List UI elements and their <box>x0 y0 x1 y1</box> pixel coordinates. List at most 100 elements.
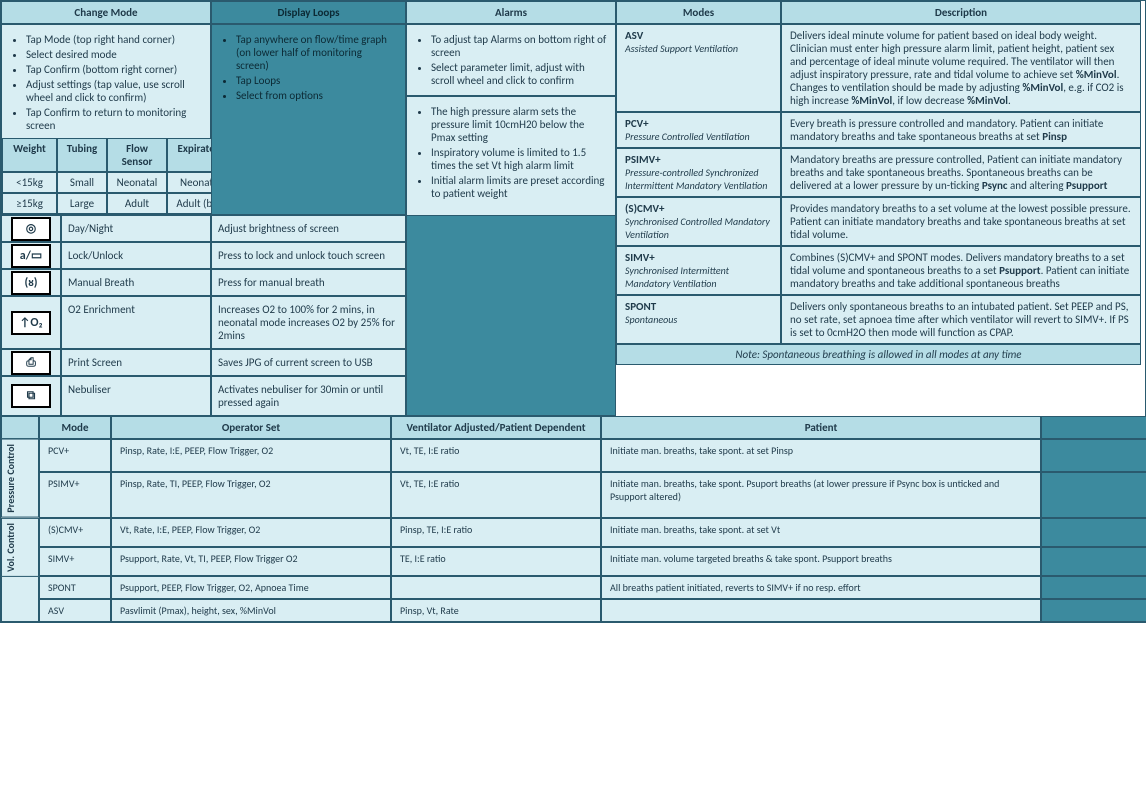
icon-row: a/▭Lock/UnlockPress to lock and unlock t… <box>1 242 406 269</box>
bullet: Select parameter limit, adjust with scro… <box>431 61 607 87</box>
icon-glyph: ◎ <box>11 217 51 241</box>
bot-cell: Vt, TE, I:E ratio <box>391 472 601 518</box>
bot-cell: Psupport, Rate, Vt, TI, PEEP, Flow Trigg… <box>111 547 391 576</box>
mode-title-cell: PCV+Pressure Controlled Ventilation <box>616 112 781 148</box>
bot-pad <box>1041 472 1146 518</box>
icon-glyph: ⎙ <box>11 351 51 375</box>
icon-label: Lock/Unlock <box>61 242 211 269</box>
bot-cell: Pinsp, Rate, TI, PEEP, Flow Trigger, O2 <box>111 472 391 518</box>
bot-cell: Psupport, PEEP, Flow Trigger, O2, Apnoea… <box>111 576 391 599</box>
bot-cell: Pinsp, Rate, I:E, PEEP, Flow Trigger, O2 <box>111 439 391 472</box>
bot-cell: (S)CMV+ <box>39 518 111 547</box>
bot-pad <box>1041 416 1146 439</box>
reference-card: Change Mode Display Loops Alarms Modes D… <box>0 0 1146 623</box>
bot-cell: Initiate man. breaths, take spont. at se… <box>601 518 1041 547</box>
mode-title-cell: PSIMV+Pressure-controlled Synchronized I… <box>616 148 781 197</box>
mode-desc-cell: Every breath is pressure controlled and … <box>781 112 1141 148</box>
icon-row: ⧉ NebuliserActivates nebuliser for 30min … <box>1 376 406 416</box>
icon-row: ◎Day/NightAdjust brightness of screen <box>1 215 406 242</box>
icons-block: ◎Day/NightAdjust brightness of screena/▭… <box>1 215 406 416</box>
alarms-top-cell: To adjust tap Alarms on bottom right of … <box>406 24 616 96</box>
icon-glyph: ↑O₂ <box>11 311 51 335</box>
icon-row: (ᴕ) Manual BreathPress for manual breath <box>1 269 406 296</box>
wt-header: Tubing <box>57 138 107 172</box>
bot-cell: All breaths patient initiated, reverts t… <box>601 576 1041 599</box>
bot-header: Ventilator Adjusted/Patient Dependent <box>391 416 601 439</box>
hdr-change-mode: Change Mode <box>1 1 211 24</box>
hdr-description: Description <box>781 1 1141 24</box>
bullet: Inspiratory volume is limited to 1.5 tim… <box>431 146 607 172</box>
bot-cell: Vt, TE, I:E ratio <box>391 439 601 472</box>
mode-desc-cell: Combines (S)CMV+ and SPONT modes. Delive… <box>781 246 1141 295</box>
icon-desc: Activates nebuliser for 30min or until p… <box>211 376 406 416</box>
bullet: Initial alarm limits are preset accordin… <box>431 174 607 200</box>
bot-cell: Vt, Rate, I:E, PEEP, Flow Trigger, O2 <box>111 518 391 547</box>
bot-cell: Pasvlimit (Pmax), height, sex, %MinVol <box>111 599 391 622</box>
icon-row: ↑O₂O2 EnrichmentIncreases O2 to 100% for… <box>1 296 406 349</box>
wt-cell: <15kg <box>2 172 57 193</box>
icon-desc: Press for manual breath <box>211 269 406 296</box>
bullet: Adjust settings (tap value, use scroll w… <box>26 78 202 104</box>
bot-cell: ASV <box>39 599 111 622</box>
bullet: The high pressure alarm sets the pressur… <box>431 105 607 144</box>
mode-title-cell: SIMV+Synchronised Intermittent Mandatory… <box>616 246 781 295</box>
bot-pad <box>1041 599 1146 622</box>
bot-pad <box>1041 576 1146 599</box>
bot-cell: PSIMV+ <box>39 472 111 518</box>
mode-desc-cell: Delivers ideal minute volume for patient… <box>781 24 1141 112</box>
bot-header: Patient <box>601 416 1041 439</box>
change-mode-cell: Tap Mode (top right hand corner) Select d… <box>1 24 211 215</box>
wt-cell: ≥15kg <box>2 193 57 214</box>
bot-cell: Initiate man. volume targeted breaths & … <box>601 547 1041 576</box>
icon-glyph: ⧉ <box>11 384 51 408</box>
wt-cell: Neonatal <box>107 172 167 193</box>
wt-header: Flow Sensor <box>107 138 167 172</box>
bullet: Tap Confirm (bottom right corner) <box>26 63 202 76</box>
icon-label: Print Screen <box>61 349 211 376</box>
bot-header: Mode <box>39 416 111 439</box>
bot-cell: PCV+ <box>39 439 111 472</box>
bot-pad <box>1041 547 1146 576</box>
filler-dark <box>406 215 616 416</box>
wt-header: Weight <box>2 138 57 172</box>
icon-cell: ⧉ <box>1 376 61 416</box>
hdr-modes: Modes <box>616 1 781 24</box>
bullet: To adjust tap Alarms on bottom right of … <box>431 33 607 59</box>
bot-pad <box>1041 518 1146 547</box>
modes-block: ASVAssisted Support VentilationDelivers … <box>616 24 1141 416</box>
bot-cell: SPONT <box>39 576 111 599</box>
icon-desc: Saves JPG of current screen to USB <box>211 349 406 376</box>
wt-cell: Large <box>57 193 107 214</box>
icon-cell: ⎙ <box>1 349 61 376</box>
hdr-display-loops: Display Loops <box>211 1 406 24</box>
icon-glyph: (ᴕ) <box>11 271 51 295</box>
bullet: Select desired mode <box>26 48 202 61</box>
bullet: Tap anywhere on flow/time graph (on lowe… <box>236 33 397 72</box>
bullet: Tap Mode (top right hand corner) <box>26 33 202 46</box>
weight-table: WeightTubingFlow SensorExpiratory Valve<… <box>2 138 210 214</box>
icon-cell: ↑O₂ <box>1 296 61 349</box>
wt-cell: Small <box>57 172 107 193</box>
bot-cell: Initiate man. breaths, take spont. at se… <box>601 439 1041 472</box>
bot-cell: Pinsp, Vt, Rate <box>391 599 601 622</box>
icon-cell: (ᴕ) <box>1 269 61 296</box>
display-loops-cell: Tap anywhere on flow/time graph (on lowe… <box>211 24 406 215</box>
bullet: Tap Loops <box>236 74 397 87</box>
bot-cell <box>391 576 601 599</box>
bot-cell: Initiate man. breaths, take spont. Psupo… <box>601 472 1041 518</box>
bot-pad <box>1041 439 1146 472</box>
icon-label: Manual Breath <box>61 269 211 296</box>
bot-side: Vol. Control <box>1 518 39 577</box>
icon-row: ⎙ Print ScreenSaves JPG of current screen… <box>1 349 406 376</box>
bullet: Tap Confirm to return to monitoring scre… <box>26 106 202 132</box>
bot-header: Operator Set <box>111 416 391 439</box>
mode-desc-cell: Delivers only spontaneous breaths to an … <box>781 295 1141 344</box>
bot-side <box>1 576 39 622</box>
bot-cell: TE, I:E ratio <box>391 547 601 576</box>
icon-label: Nebuliser <box>61 376 211 416</box>
mode-desc-cell: Provides mandatory breaths to a set volu… <box>781 197 1141 246</box>
icon-cell: a/▭ <box>1 242 61 269</box>
icon-desc: Increases O2 to 100% for 2 mins, in neon… <box>211 296 406 349</box>
bottom-table: ModeOperator SetVentilator Adjusted/Pati… <box>1 416 1141 622</box>
icon-desc: Adjust brightness of screen <box>211 215 406 242</box>
